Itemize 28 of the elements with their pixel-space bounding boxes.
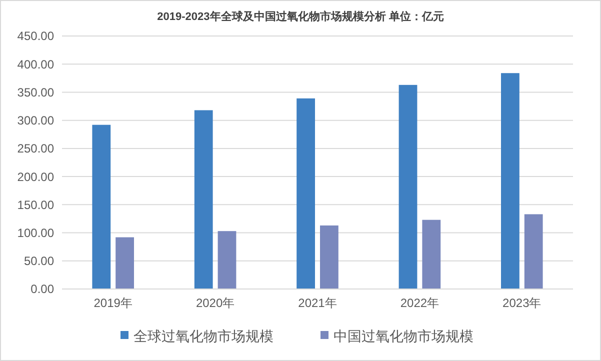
bar bbox=[524, 214, 543, 289]
legend-label: 全球过氧化物市场规模 bbox=[134, 328, 274, 344]
x-tick-label: 2019年 bbox=[94, 296, 132, 310]
bar bbox=[422, 220, 441, 289]
y-tick-label: 350.00 bbox=[17, 85, 54, 100]
y-tick-label: 50.00 bbox=[24, 254, 54, 268]
bar bbox=[501, 73, 520, 289]
bar bbox=[116, 237, 134, 289]
y-tick-label: 250.00 bbox=[17, 142, 54, 156]
y-tick-label: 0.00 bbox=[30, 282, 54, 296]
y-tick-label: 150.00 bbox=[17, 198, 54, 212]
legend-label: 中国过氧化物市场规模 bbox=[334, 328, 474, 344]
y-tick-label: 400.00 bbox=[17, 57, 54, 72]
chart-title: 2019-2023年全球及中国过氧化物市场规模分析 单位：亿元 bbox=[157, 10, 444, 23]
x-tick-label: 2020年 bbox=[196, 296, 235, 310]
bar bbox=[296, 98, 315, 289]
y-tick-label: 200.00 bbox=[17, 170, 54, 184]
bar bbox=[92, 124, 111, 289]
y-tick-label: 100.00 bbox=[17, 226, 54, 240]
bar bbox=[218, 231, 236, 289]
x-tick-label: 2023年 bbox=[502, 296, 542, 310]
bar bbox=[398, 84, 418, 289]
bar bbox=[320, 225, 338, 289]
x-tick-label: 2022年 bbox=[400, 296, 440, 310]
bar bbox=[194, 110, 213, 289]
x-tick-label: 2021年 bbox=[298, 296, 337, 310]
y-tick-label: 450.00 bbox=[17, 29, 54, 44]
y-tick-label: 300.00 bbox=[17, 114, 54, 128]
